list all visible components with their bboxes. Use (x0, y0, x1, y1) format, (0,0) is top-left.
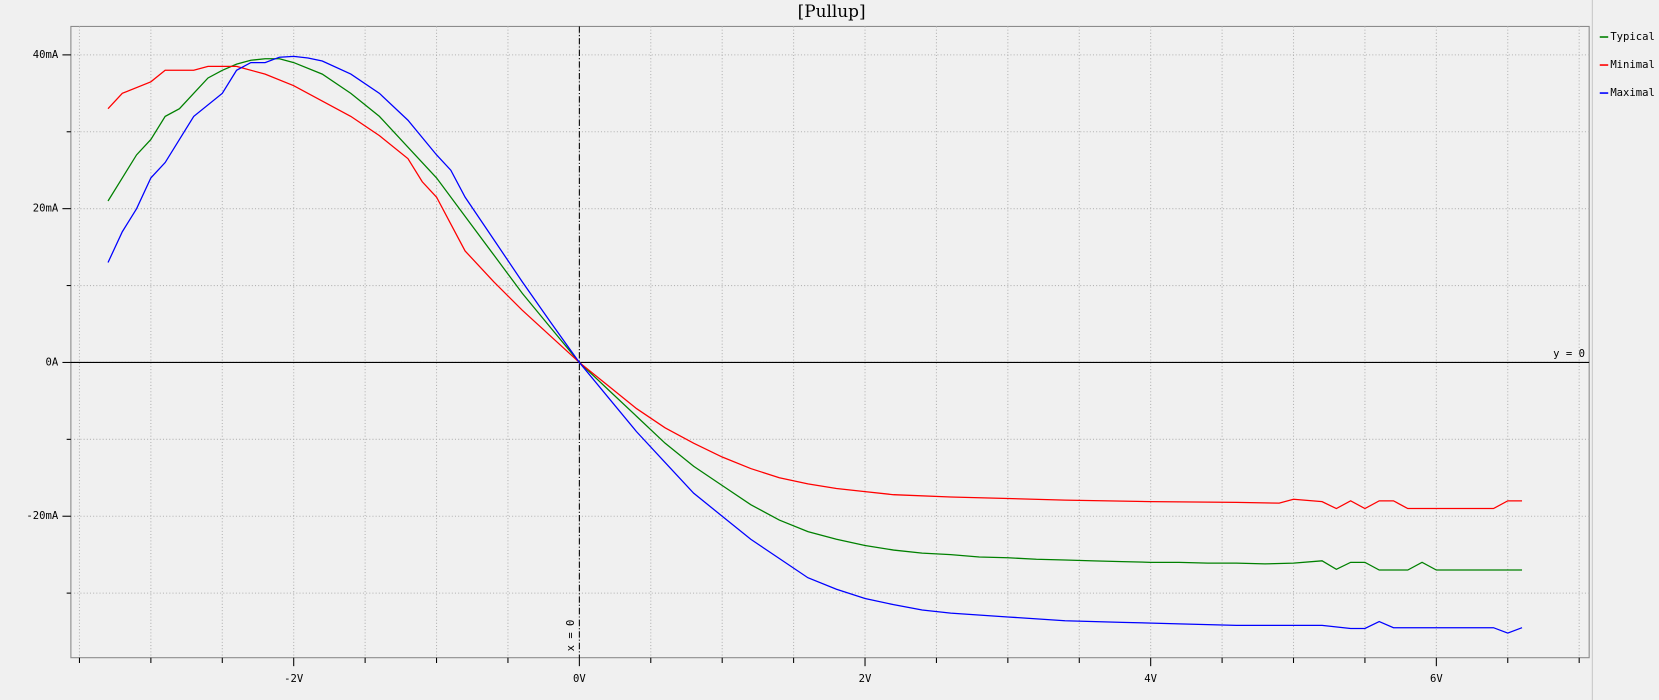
series-line (107, 58, 1523, 571)
x-tick-label: 2V (859, 673, 872, 685)
series-line (107, 55, 1523, 634)
y-tick-label: 0A (45, 356, 58, 368)
x-tick-label: 0V (573, 673, 586, 685)
annotation: y = 0 (1553, 348, 1585, 360)
legend-label: Typical (1610, 31, 1655, 43)
legend-label: Minimal (1610, 59, 1655, 71)
y-tick-label: 20mA (33, 203, 59, 215)
series-line (107, 65, 1523, 510)
annotation: x = 0 (565, 620, 577, 652)
legend-label: Maximal (1610, 87, 1655, 99)
x-tick-label: 4V (1144, 673, 1157, 685)
y-tick-label: -20mA (26, 510, 58, 522)
x-tick-label: -2V (284, 673, 304, 685)
y-tick-label: 40mA (33, 49, 59, 61)
x-tick-label: 6V (1430, 673, 1443, 685)
plot-frame (70, 25, 1590, 659)
chart-title: [Pullup] (798, 1, 866, 21)
